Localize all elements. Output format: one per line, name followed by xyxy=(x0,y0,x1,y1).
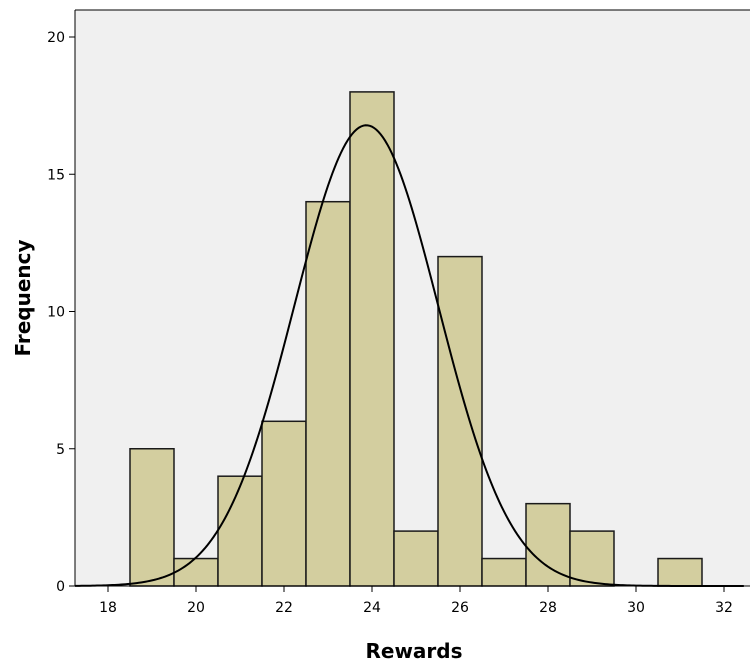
histogram-bar-23 xyxy=(305,200,351,587)
histogram-bar-25 xyxy=(393,530,439,587)
x-tick-label: 30 xyxy=(627,600,645,616)
histogram-bar-21 xyxy=(217,475,263,587)
y-tick-label: 10 xyxy=(47,305,65,321)
y-axis-title: Frequency xyxy=(11,239,35,356)
x-axis-title: Rewards xyxy=(365,639,462,663)
x-tick-label: 26 xyxy=(451,600,469,616)
histogram-bar-26 xyxy=(437,255,483,587)
y-tick-label: 5 xyxy=(56,442,65,458)
histogram-bar-27 xyxy=(481,557,527,587)
histogram-bar-24 xyxy=(349,91,395,587)
histogram-bar-22 xyxy=(261,420,307,587)
histogram-bar-28 xyxy=(525,502,571,587)
x-tick-label: 24 xyxy=(363,600,381,616)
y-ticks-layer: 0 5 10 15 20 xyxy=(47,30,75,595)
y-tick-label: 0 xyxy=(56,579,65,595)
x-tick-label: 32 xyxy=(715,600,733,616)
y-tick-label: 15 xyxy=(47,167,65,183)
x-tick-label: 18 xyxy=(99,600,117,616)
histogram-bar-29 xyxy=(569,530,615,587)
bars-layer xyxy=(129,91,703,587)
histogram-bar-31 xyxy=(657,557,703,587)
x-tick-label: 28 xyxy=(539,600,557,616)
x-tick-label: 22 xyxy=(275,600,293,616)
histogram-bar-19 xyxy=(129,448,175,587)
y-tick-label: 20 xyxy=(47,30,65,46)
x-ticks-layer: 18 20 22 24 26 28 30 32 xyxy=(99,586,733,616)
normal-curve xyxy=(74,124,744,587)
plot-background xyxy=(75,10,750,586)
x-tick-label: 20 xyxy=(187,600,205,616)
histogram-bar-20 xyxy=(173,557,219,587)
